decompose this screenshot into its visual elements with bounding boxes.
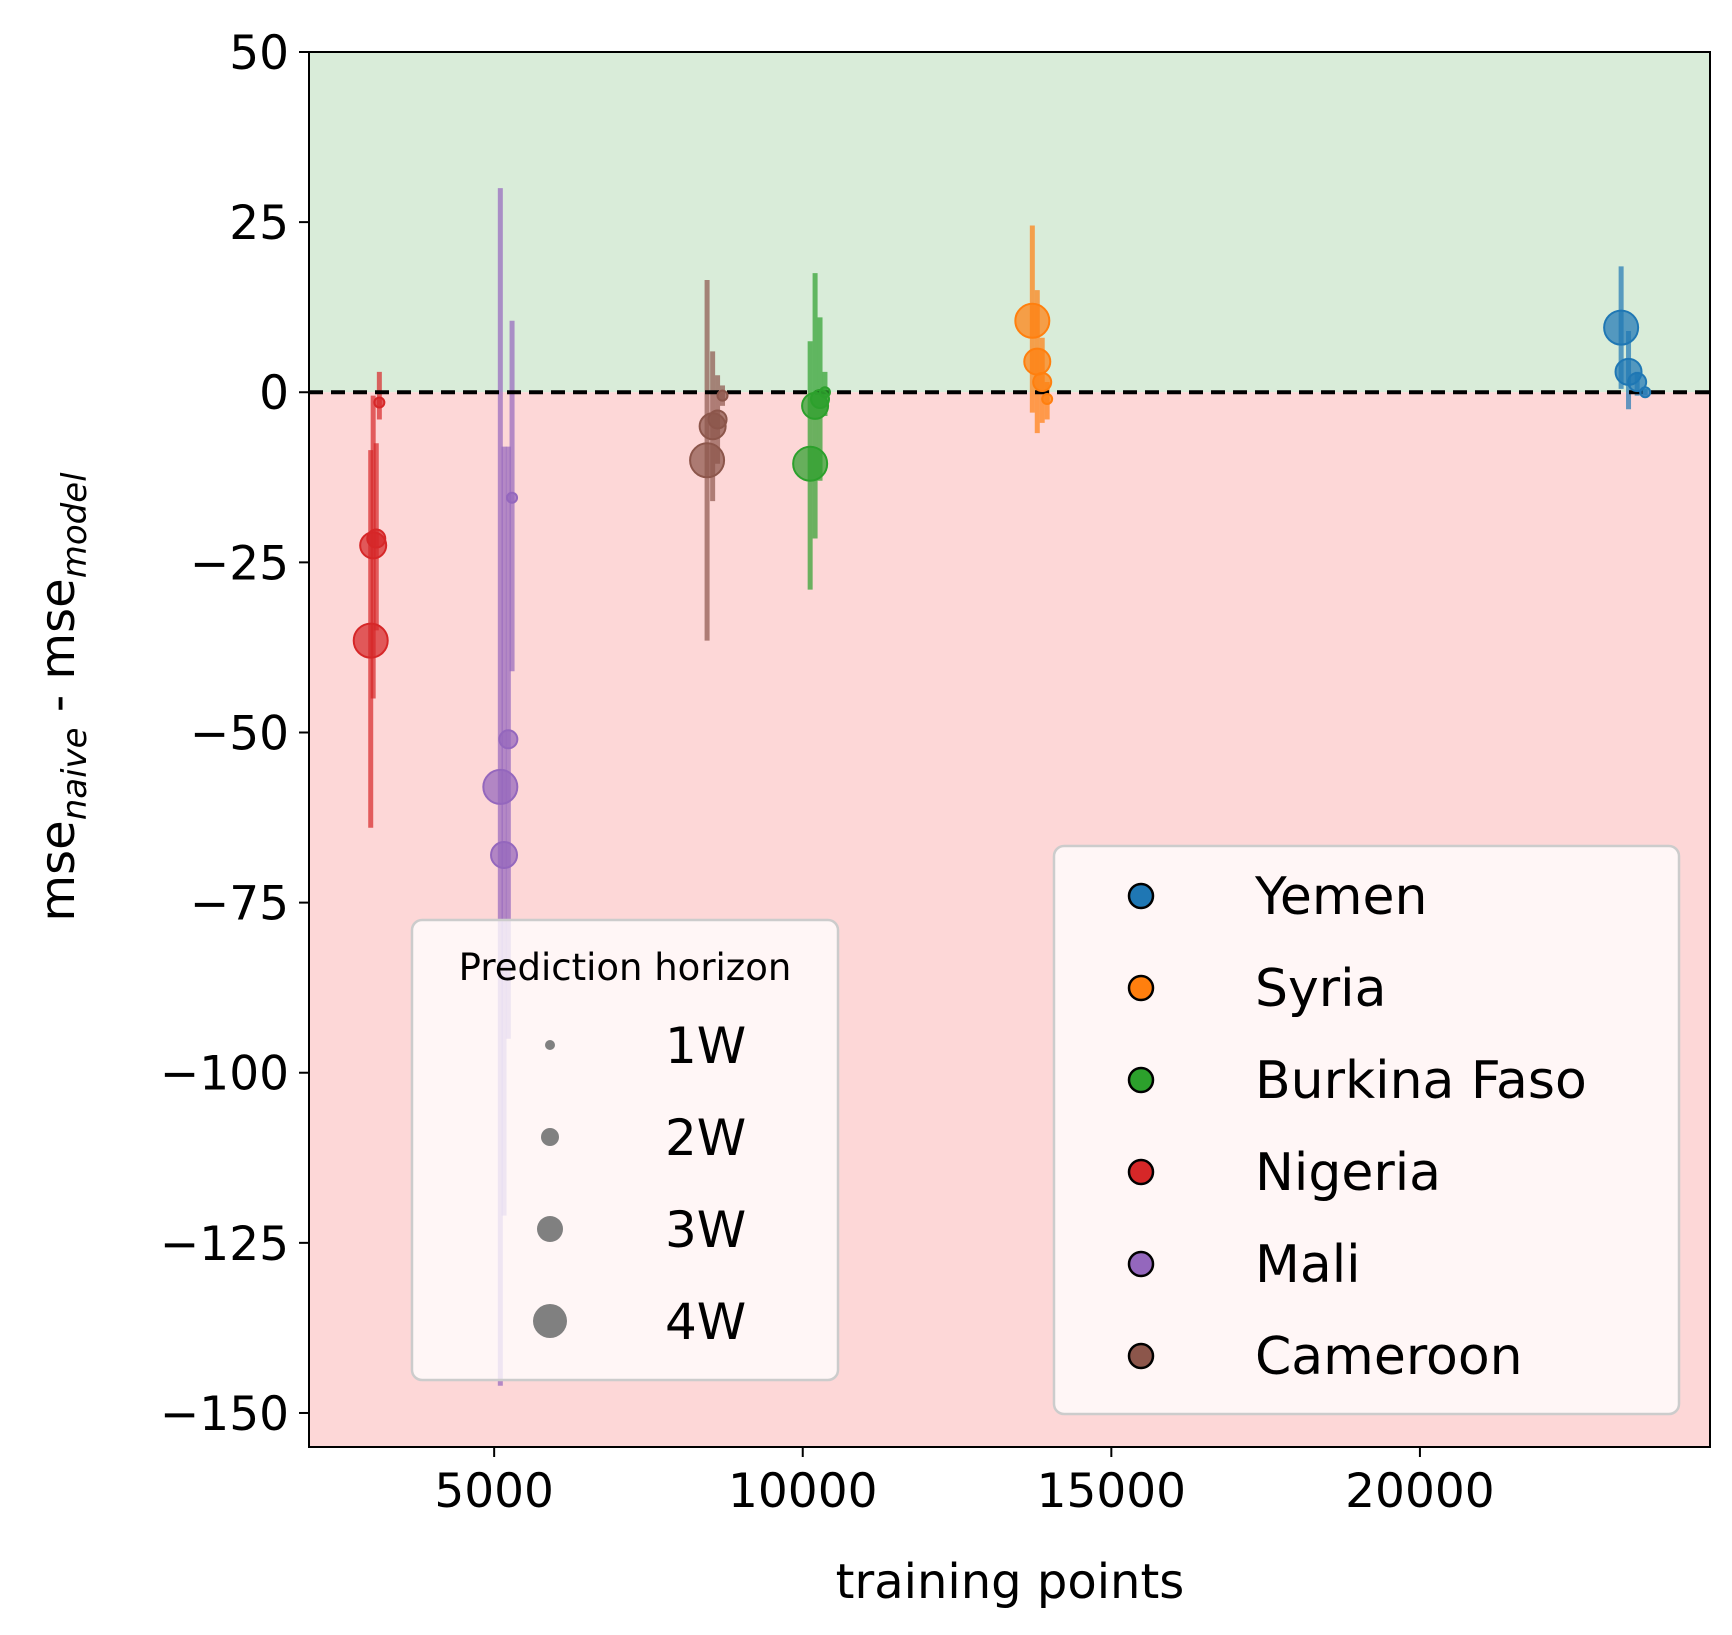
point-nigeria-4W (352, 622, 389, 659)
color-legend: Yemen Syria Burkina Faso Nigeria Mali Cameroo… (1052, 844, 1681, 1416)
region-0 (309, 52, 1710, 393)
y-tick-label--125: −125 (160, 1217, 289, 1272)
size-legend-title: Prediction horizon (459, 946, 792, 989)
x-tick-label-5000: 5000 (434, 1464, 554, 1519)
size-legend-marker-3W (537, 1216, 563, 1242)
point-yemen-2W (1627, 372, 1648, 393)
legend-marker-cameroon (1127, 1342, 1155, 1370)
point-burkina-faso-1W (818, 386, 831, 399)
point-nigeria-1W (373, 396, 386, 409)
data-points (352, 302, 1652, 869)
legend-marker-nigeria (1127, 1158, 1155, 1186)
x-tick-label-10000: 10000 (728, 1464, 878, 1519)
y-axis-label: msenaive - msemodel (30, 472, 95, 922)
size-legend-label-1W: 1W (665, 1017, 746, 1075)
y-tick-label--50: −50 (190, 706, 289, 761)
point-mali-1W (506, 491, 519, 504)
point-cameroon-2W (707, 409, 728, 430)
x-tick-label-15000: 15000 (1037, 1464, 1187, 1519)
size-legend-marker-2W (541, 1128, 559, 1146)
point-syria-3W (1023, 347, 1052, 376)
y-axis: 50 25 0 −25 −50 −75 −100 −125 −150 (160, 26, 309, 1442)
y-label-sub-2: model (55, 472, 95, 578)
point-mali-2W (498, 729, 519, 750)
size-legend-box (410, 918, 840, 1382)
y-label-base-2: mse (30, 578, 86, 679)
legend-label-syria: Syria (1255, 959, 1386, 1019)
point-syria-4W (1014, 302, 1051, 339)
svg-text:msenaive - msemodel: msenaive - msemodel (30, 472, 95, 922)
size-legend-marker-4W (533, 1304, 567, 1338)
size-legend: Prediction horizon 1W 2W 3W 4W (410, 918, 840, 1382)
point-cameroon-1W (716, 389, 729, 402)
y-tick-label--75: −75 (190, 877, 289, 932)
point-yemen-1W (1639, 386, 1652, 399)
x-axis: 5000 10000 15000 20000 (434, 1447, 1495, 1519)
y-tick-label--150: −150 (160, 1387, 289, 1442)
legend-label-yemen: Yemen (1254, 867, 1427, 927)
y-tick-label--100: −100 (160, 1047, 289, 1102)
size-legend-label-3W: 3W (665, 1201, 746, 1259)
y-label-base-1: mse (30, 820, 86, 921)
y-label-sub-1: naive (55, 727, 95, 820)
x-axis-label: training points (836, 1554, 1185, 1610)
size-legend-label-2W: 2W (665, 1109, 746, 1167)
legend-marker-yemen (1127, 882, 1155, 910)
legend-marker-mali (1127, 1250, 1155, 1278)
x-tick-label-20000: 20000 (1345, 1464, 1495, 1519)
point-syria-2W (1032, 372, 1053, 393)
legend-label-cameroon: Cameroon (1255, 1327, 1523, 1387)
y-tick-label-0: 0 (259, 366, 289, 421)
legend-marker-syria (1127, 974, 1155, 1002)
point-yemen-4W (1603, 309, 1640, 346)
point-syria-1W (1041, 393, 1054, 406)
plot-frame (308, 51, 1711, 1448)
legend-label-mali: Mali (1255, 1235, 1361, 1295)
size-legend-label-4W: 4W (665, 1293, 746, 1351)
y-tick-label-50: 50 (229, 26, 289, 81)
point-cameroon-4W (689, 442, 726, 479)
point-nigeria-2W (366, 528, 387, 549)
legend-label-nigeria: Nigeria (1255, 1143, 1441, 1203)
y-tick-label--25: −25 (190, 536, 289, 591)
y-tick-label-25: 25 (229, 196, 289, 251)
color-legend-box (1052, 844, 1681, 1416)
legend-marker-burkina-faso (1127, 1066, 1155, 1094)
point-mali-3W (490, 840, 519, 869)
point-mali-4W (482, 768, 519, 805)
legend-label-burkina-faso: Burkina Faso (1255, 1051, 1587, 1111)
point-burkina-faso-4W (792, 445, 829, 482)
y-label-mid: - (30, 680, 86, 728)
size-legend-marker-1W (545, 1040, 555, 1050)
